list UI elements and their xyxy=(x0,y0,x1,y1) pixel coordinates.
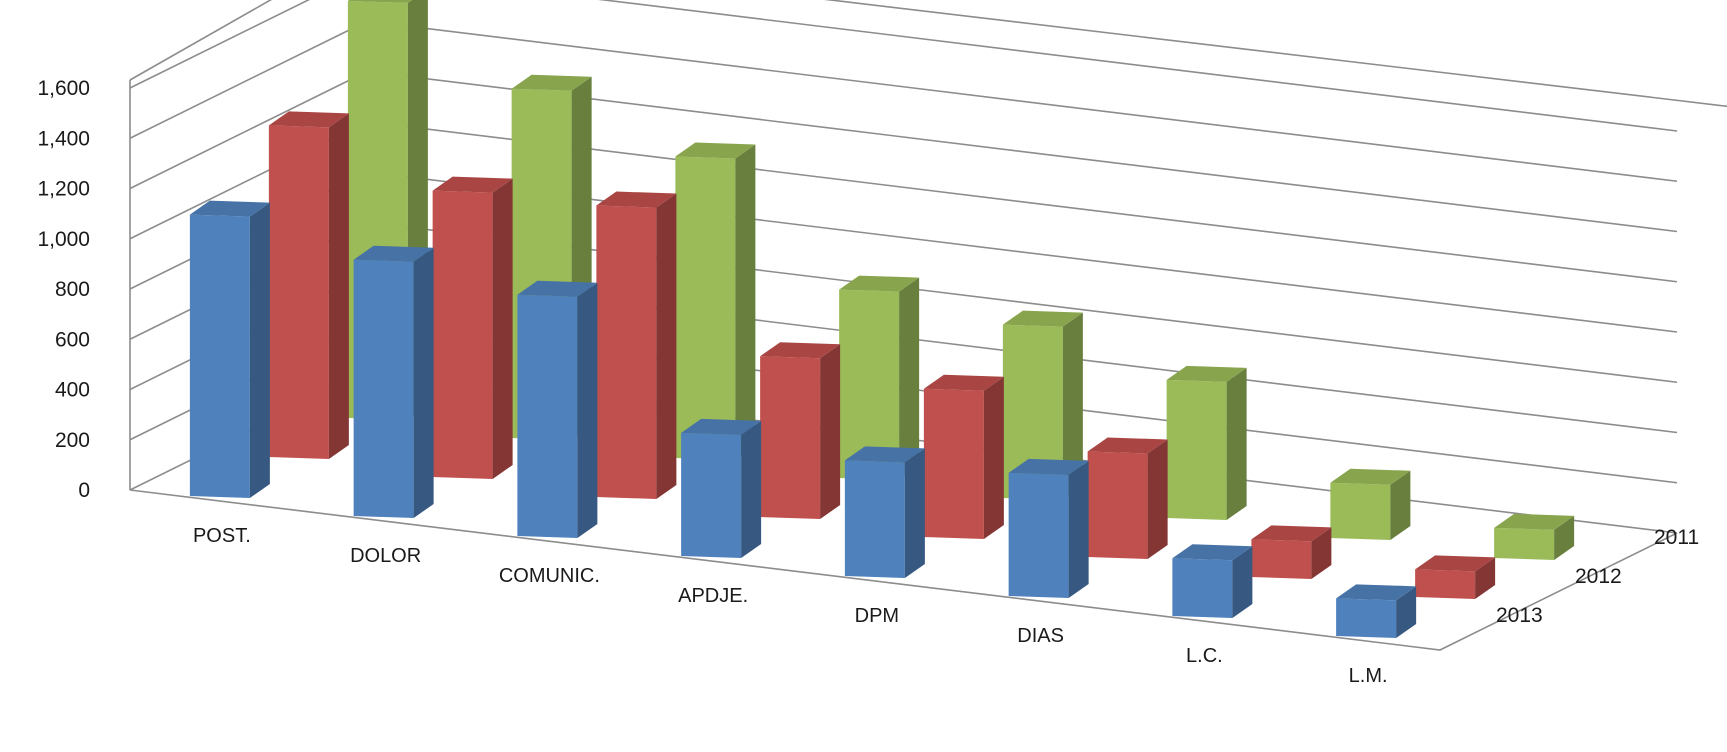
category-label-l-c: L.C. xyxy=(1186,645,1223,667)
bar-2011-comunic xyxy=(675,142,756,460)
depth-label-2011: 2011 xyxy=(1654,526,1699,549)
bar-2012-l-m xyxy=(1415,555,1496,599)
bar-2013-apdje xyxy=(681,418,762,558)
bar-2011-dias xyxy=(1166,365,1247,520)
y-tick-label: 1,600 xyxy=(37,77,90,100)
bar-2012-post xyxy=(268,111,349,459)
category-label-l-m: L.M. xyxy=(1349,665,1388,687)
category-label-dias: DIAS xyxy=(1017,625,1064,647)
bar-2013-dpm xyxy=(844,446,925,578)
bar-2011-l-m xyxy=(1494,513,1575,560)
bars xyxy=(189,0,1575,638)
category-label-post: POST. xyxy=(193,525,251,547)
wall-top-edge xyxy=(129,0,1727,108)
y-tick-label: 0 xyxy=(78,479,90,502)
y-tick-label: 200 xyxy=(55,429,90,452)
bar-2013-post xyxy=(189,200,270,498)
bar-2012-dias xyxy=(1087,437,1168,559)
bar-2012-apdje xyxy=(760,342,841,519)
category-label-dolor: DOLOR xyxy=(350,545,421,567)
category-label-comunic: COMUNIC. xyxy=(499,565,600,587)
bar-2012-l-c xyxy=(1251,525,1332,579)
depth-axis-labels: 2011 2012 2013 xyxy=(1496,526,1699,627)
gridline xyxy=(129,0,1678,132)
y-tick-label: 1,200 xyxy=(37,178,90,201)
category-labels: POST. DOLOR COMUNIC. APDJE. DPM DIAS L.C. L.M. xyxy=(193,525,1388,687)
bar-2011-l-c xyxy=(1330,468,1411,540)
bar-2013-l-m xyxy=(1336,584,1417,638)
y-tick-label: 1,400 xyxy=(37,127,90,150)
bar-2013-l-c xyxy=(1172,544,1253,618)
depth-label-2013: 2013 xyxy=(1496,604,1543,627)
y-tick-label: 400 xyxy=(55,379,90,402)
depth-label-2012: 2012 xyxy=(1575,565,1622,588)
bar-2011-apdje xyxy=(839,275,920,480)
bar-2012-dolor xyxy=(432,176,513,479)
bar-2011-dpm xyxy=(1002,310,1083,500)
y-axis-ticks: 0 200 400 600 800 1,000 1,200 1,400 1,600 xyxy=(37,77,90,502)
y-tick-label: 600 xyxy=(55,328,90,351)
bar-2013-dolor xyxy=(353,245,434,518)
y-tick-label: 1,000 xyxy=(37,228,90,251)
bar-2012-dpm xyxy=(923,374,1004,539)
floor-edge xyxy=(129,489,1678,651)
category-label-dpm: DPM xyxy=(855,605,899,627)
bar-2013-comunic xyxy=(517,280,598,538)
bar-2012-comunic xyxy=(596,191,677,500)
y-tick-label: 800 xyxy=(55,278,90,301)
category-label-apdje: APDJE. xyxy=(678,585,748,607)
bar-2013-dias xyxy=(1008,458,1089,598)
